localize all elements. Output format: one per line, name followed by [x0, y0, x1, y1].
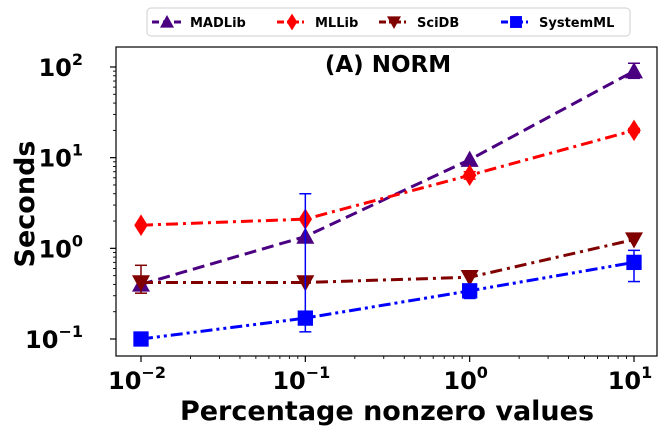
data-point [462, 164, 477, 187]
axis-ticks: 10−2 10−1 100 101 10−1 100 101 102 [25, 50, 652, 395]
legend-marker [286, 13, 298, 31]
legend-label: MLLib [315, 16, 358, 31]
legend: MADLib MLLib SciDB SystemML [146, 7, 631, 37]
series-line [141, 238, 635, 284]
legend-item-scidb: SciDB [379, 16, 459, 31]
x-tick-label: 10−2 [108, 363, 166, 395]
data-point [626, 254, 642, 271]
legend-label: SciDB [417, 16, 459, 31]
legend-item-madlib: MADLib [152, 15, 246, 31]
data-point [625, 62, 643, 79]
legend-item-mllib: MLLib [277, 13, 358, 31]
series-line [140, 69, 635, 286]
data-point [460, 150, 479, 167]
legend-marker [387, 16, 401, 29]
series-systemml [133, 192, 642, 347]
x-tick-label: 10−1 [272, 363, 330, 395]
data-point [297, 310, 313, 326]
legend-marker [510, 16, 522, 28]
series-scidb [132, 232, 643, 294]
y-tick-label: 10−1 [25, 322, 83, 354]
plot-area [115, 46, 658, 357]
legend-label: MADLib [190, 16, 246, 31]
plot-series [132, 62, 643, 347]
data-point [627, 119, 641, 142]
y-tick-label: 102 [38, 50, 83, 82]
y-tick-label: 100 [38, 231, 83, 263]
series-line [140, 128, 635, 227]
y-tick-label: 101 [38, 141, 83, 173]
data-point [460, 270, 479, 287]
legend-marker [160, 15, 174, 28]
data-point [462, 283, 478, 299]
x-tick-label: 100 [443, 363, 488, 395]
series-mllib [134, 119, 641, 236]
data-point [132, 275, 150, 292]
y-axis-title: Seconds [10, 141, 41, 268]
series-madlib [132, 62, 643, 292]
x-tick-label: 101 [608, 363, 653, 395]
legend-item-systemml: SystemML [501, 16, 614, 31]
data-point [625, 232, 643, 249]
legend-frame [146, 7, 631, 37]
legend-label: SystemML [539, 16, 614, 31]
series-line [140, 260, 635, 341]
data-point [134, 214, 148, 236]
x-axis-title: Percentage nonzero values [180, 396, 594, 427]
data-point [133, 331, 149, 347]
chart-title: (A) NORM [325, 52, 451, 78]
